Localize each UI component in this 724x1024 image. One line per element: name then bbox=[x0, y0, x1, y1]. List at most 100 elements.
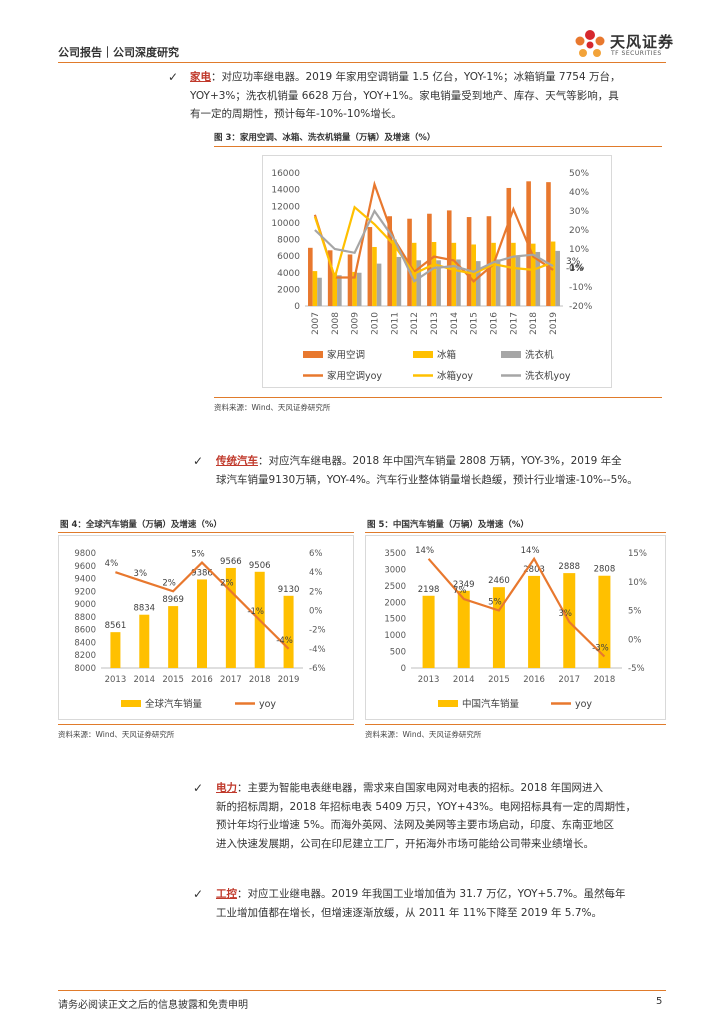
line-data-label: 5% bbox=[191, 550, 205, 560]
y-tick-label: 16000 bbox=[271, 169, 300, 179]
y-tick-label: 9800 bbox=[74, 549, 96, 559]
company-logo bbox=[572, 28, 672, 60]
logo-company-name: 天风证券 bbox=[610, 33, 675, 51]
bar-全球汽车销量-2016 bbox=[197, 579, 207, 668]
line-data-label: 5% bbox=[488, 598, 502, 608]
bar-全球汽车销量-2013 bbox=[110, 632, 121, 668]
x-tick-label: 2013 bbox=[430, 312, 440, 335]
figure-5-bottom-divider bbox=[365, 724, 666, 725]
y-tick-label: 3000 bbox=[384, 565, 406, 575]
line-data-label: 3% bbox=[134, 569, 148, 579]
y-tick-label: 500 bbox=[390, 648, 406, 658]
y-tick-label: 2500 bbox=[384, 582, 406, 592]
line-data-label: 7% bbox=[453, 586, 467, 596]
y2-tick-label: 5% bbox=[628, 607, 642, 617]
x-tick-label: 2019 bbox=[549, 312, 559, 335]
bar-家用空调-2008 bbox=[327, 250, 333, 306]
y-tick-label: 10000 bbox=[271, 219, 300, 229]
x-tick-label: 2007 bbox=[311, 312, 321, 335]
y-tick-label: 1500 bbox=[384, 615, 406, 625]
line-data-label: 14% bbox=[521, 546, 540, 556]
power-paragraph: 电力：主要为智能电表继电器，需求来自国家电网对电表的招标。2018 年国网进入 … bbox=[216, 779, 676, 853]
bar-data-label: 2803 bbox=[523, 565, 545, 575]
x-tick-label: 2014 bbox=[450, 312, 460, 335]
y2-tick-label: 10% bbox=[569, 245, 589, 255]
legend-label-家用空调yoy: 家用空调yoy bbox=[327, 370, 382, 382]
legend-label-全球汽车销量: 全球汽车销量 bbox=[145, 698, 203, 710]
figure-4-title: 图 4：全球汽车销量（万辆）及增速（%） bbox=[60, 520, 222, 530]
y-tick-label: 8400 bbox=[74, 638, 96, 648]
bar-data-label: 2349 bbox=[453, 580, 475, 590]
y-tick-label: 9000 bbox=[74, 600, 96, 610]
industrial-line-2: 工业增加值都在增长，但增速逐渐放缓，从 2011 年 11%下降至 2019 年… bbox=[216, 906, 602, 919]
bar-中国汽车销量-2014 bbox=[457, 590, 470, 668]
x-tick-label: 2016 bbox=[191, 675, 213, 685]
bar-冰箱-2018 bbox=[530, 243, 536, 306]
y-tick-label: 1000 bbox=[384, 631, 406, 641]
industrial-line-1: ：对应工业继电器。2019 年我国工业增加值为 31.7 万亿，YOY+5.7%… bbox=[237, 888, 626, 900]
bar-data-label: 8561 bbox=[105, 621, 127, 631]
bar-冰箱-2016 bbox=[491, 242, 496, 306]
auto-keyword: 传统汽车 bbox=[216, 455, 258, 467]
appliance-paragraph: 家电：对应功率继电器。2019 年家用空调销量 1.5 亿台，YOY-1%；冰箱… bbox=[190, 68, 670, 124]
y2-tick-label: -10% bbox=[569, 283, 593, 293]
bar-洗衣机-2015 bbox=[475, 261, 481, 306]
figure-5-chart: 0 500 1000 1500 2000 2500 3000 3500 -5% 0% 5% 10% 15… bbox=[384, 546, 647, 710]
line-data-label: 2% bbox=[162, 578, 176, 588]
y-tick-label: 9200 bbox=[74, 587, 96, 597]
bar-家用空调-2010 bbox=[367, 227, 373, 306]
auto-line-2: 球汽车销量9130万辆，YOY-4%。汽车行业整体销量增长趋缓，预计行业增速-1… bbox=[216, 473, 638, 486]
y2-tick-label: 4% bbox=[309, 568, 323, 578]
x-tick-label: 2019 bbox=[278, 675, 300, 685]
figure-3-divider bbox=[214, 146, 662, 147]
bar-data-label: 2888 bbox=[558, 562, 580, 572]
x-tick-label: 2018 bbox=[594, 675, 616, 685]
power-keyword: 电力 bbox=[216, 782, 237, 794]
bar-data-label: 8834 bbox=[133, 604, 155, 614]
bar-家用空调-2011 bbox=[387, 216, 393, 306]
y2-tick-label: 20% bbox=[569, 226, 589, 236]
y2-tick-label: -5% bbox=[628, 664, 645, 674]
x-tick-label: 2015 bbox=[470, 312, 480, 335]
line-data-label: -1% bbox=[247, 607, 264, 617]
power-line-2: 新的招标周期，2018 年招标电表 5409 万只，YOY+43%。电网招标具有… bbox=[216, 800, 637, 813]
legend-swatch-洗衣机 bbox=[501, 351, 521, 358]
x-tick-label: 2018 bbox=[249, 675, 271, 685]
y-tick-label: 6000 bbox=[277, 252, 300, 262]
y2-tick-label: 0% bbox=[569, 264, 584, 274]
industrial-paragraph: 工控：对应工业继电器。2019 年我国工业增加值为 31.7 万亿，YOY+5.… bbox=[216, 885, 676, 922]
bar-冰箱-2017 bbox=[511, 242, 516, 306]
legend-label-洗衣机: 洗衣机 bbox=[525, 349, 554, 361]
y-tick-label: 9400 bbox=[74, 575, 96, 585]
x-tick-label: 2010 bbox=[370, 312, 380, 335]
x-tick-label: 2016 bbox=[523, 675, 545, 685]
bar-全球汽车销量-2017 bbox=[225, 567, 236, 668]
line-data-label: 3% bbox=[559, 609, 573, 619]
bar-data-label: 9566 bbox=[220, 557, 242, 567]
legend-swatch-家用空调 bbox=[303, 351, 323, 358]
power-line-3: 预计年均行业增速 5%。而海外英网、法网及美网等主要市场启动，印度、东南亚地区 bbox=[216, 819, 614, 831]
bar-中国汽车销量-2013 bbox=[422, 595, 435, 668]
y2-tick-label: 15% bbox=[628, 549, 647, 559]
y2-tick-label: 10% bbox=[628, 578, 647, 588]
bar-家用空调-2009 bbox=[347, 254, 353, 306]
footer-divider bbox=[58, 990, 666, 991]
bar-data-label: 2460 bbox=[488, 576, 510, 586]
x-tick-label: 2016 bbox=[490, 312, 500, 335]
figure-3-source: 资料来源：Wind、天风证券研究所 bbox=[214, 403, 331, 412]
appliance-line-3: 有一定的周期性，预计每年-10%-10%增长。 bbox=[190, 108, 402, 120]
figure-4-bottom-divider bbox=[58, 724, 354, 725]
legend-label-中国汽车销量: 中国汽车销量 bbox=[462, 698, 520, 710]
y-tick-label: 8000 bbox=[277, 236, 300, 246]
logo-company-subtitle: TF SECURITIES bbox=[611, 50, 662, 57]
legend-label-yoy: yoy bbox=[259, 699, 276, 710]
y-tick-label: 4000 bbox=[277, 269, 300, 279]
bar-全球汽车销量-2019 bbox=[283, 595, 294, 668]
x-tick-label: 2012 bbox=[410, 312, 420, 335]
line-data-label: 14% bbox=[415, 546, 434, 556]
bar-洗衣机-2013 bbox=[436, 260, 441, 306]
y-tick-label: 8000 bbox=[74, 664, 96, 674]
bar-洗衣机-2011 bbox=[396, 256, 402, 306]
bar-洗衣机-2008 bbox=[337, 275, 342, 306]
bar-data-label: 8969 bbox=[162, 595, 184, 605]
